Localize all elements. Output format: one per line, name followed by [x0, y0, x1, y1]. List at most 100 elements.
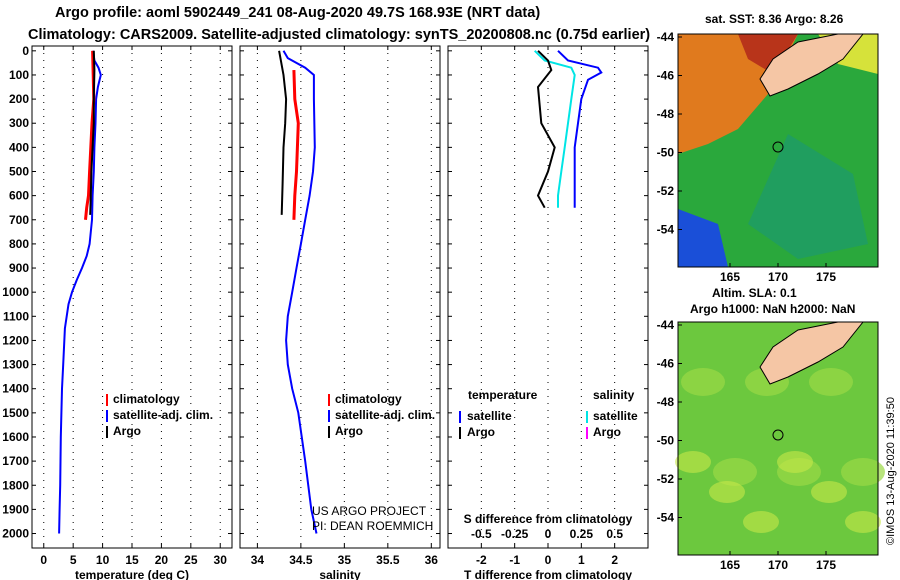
- legend-label: satellite: [467, 409, 512, 423]
- sst-cold-region: [678, 209, 728, 267]
- plot-frame-salinity: [239, 45, 441, 549]
- legend-label: Argo: [467, 425, 495, 439]
- sst-y-tick-label: -44: [657, 30, 675, 44]
- sla-y-tick-label: -50: [657, 434, 675, 448]
- sla-y-tick-label: -48: [657, 395, 675, 409]
- legend-label: satellite-adj. clim.: [113, 408, 213, 422]
- sla-blob: [809, 368, 853, 396]
- legend-label: Argo: [113, 424, 141, 438]
- sla-blob: [777, 451, 813, 473]
- series-salinity-satellite-adj-clim-: [282, 50, 318, 534]
- y-tick-label: 200: [9, 92, 29, 106]
- x-tick-label: 34.5: [289, 553, 313, 567]
- sla-x-tick-label: 165: [720, 558, 740, 572]
- y-tick-label: 500: [9, 165, 29, 179]
- top-tick-label: -0.5: [471, 527, 492, 541]
- x-tick-label: 10: [96, 553, 110, 567]
- x-axis-label: temperature (deg C): [75, 568, 189, 580]
- series-difference-salinity-satellite: [534, 50, 576, 208]
- y-tick-label: 100: [9, 68, 29, 82]
- series-salinity-argo: [278, 50, 288, 215]
- sla-blob: [681, 368, 725, 396]
- header-line-1: Argo profile: aoml 5902449_241 08-Aug-20…: [55, 5, 541, 21]
- top-tick-label: 0.5: [606, 527, 623, 541]
- y-tick-label: 700: [9, 213, 29, 227]
- sla-blob: [841, 458, 885, 486]
- x-tick-label: 0: [545, 553, 552, 567]
- x-tick-label: 20: [155, 553, 169, 567]
- sla-blob: [709, 481, 745, 503]
- sla-x-tick-label: 175: [816, 558, 836, 572]
- y-tick-label: 600: [9, 189, 29, 203]
- sst-x-tick-label: 170: [768, 270, 788, 284]
- x-tick-label: 5: [70, 553, 77, 567]
- y-tick-label: 1100: [3, 309, 29, 323]
- sst-x-tick-label: 165: [720, 270, 740, 284]
- legend-label: satellite: [593, 409, 638, 423]
- x-tick-label: 35.5: [376, 553, 400, 567]
- sla-blob: [743, 511, 779, 533]
- series-difference-temperature-satellite: [557, 50, 603, 208]
- y-tick-label: 800: [9, 237, 29, 251]
- legend-label: climatology: [335, 392, 402, 406]
- sla-x-tick-label: 170: [768, 558, 788, 572]
- plot-frame-temperature: [31, 45, 233, 549]
- sla-blob: [675, 451, 711, 473]
- watermark: ©IMOS 13-Aug-2020 11:39:50: [885, 397, 897, 545]
- series-salinity-climatology: [292, 70, 300, 220]
- legend-header: temperature: [468, 388, 538, 402]
- series-difference-argo-temperature: [536, 50, 556, 209]
- legend-label: Argo: [593, 425, 621, 439]
- legend-label: Argo: [335, 424, 363, 438]
- sst-argo-location-marker: [772, 141, 784, 153]
- sla-blob: [845, 511, 881, 533]
- sst-y-tick-label: -54: [657, 223, 675, 237]
- sst-land-mass: [759, 33, 865, 97]
- top-tick-label: 0: [545, 527, 552, 541]
- y-tick-label: 1300: [2, 358, 29, 372]
- sst-cool-region: [748, 134, 868, 259]
- sst-y-tick-label: -46: [657, 69, 675, 83]
- legend-label: satellite-adj. clim.: [335, 408, 435, 422]
- y-tick-label: 300: [9, 116, 29, 130]
- sla-map-title-2: Argo h1000: NaN h2000: NaN: [690, 302, 856, 316]
- top-tick-label: 0.25: [570, 527, 594, 541]
- x-tick-label: 34: [251, 553, 265, 567]
- sla-blob: [713, 458, 757, 486]
- x-tick-label: 2: [611, 553, 618, 567]
- credit-line-2: PI: DEAN ROEMMICH: [312, 519, 434, 533]
- y-tick-label: 2000: [2, 527, 29, 541]
- sla-land-mass: [759, 321, 865, 385]
- sst-y-tick-label: -50: [657, 146, 675, 160]
- y-tick-label: 0: [22, 44, 29, 58]
- sst-hot-region: [738, 34, 798, 74]
- x-tick-label: 30: [214, 553, 228, 567]
- sst-x-tick-label: 175: [816, 270, 836, 284]
- sla-y-tick-label: -46: [657, 357, 675, 371]
- x-tick-label: 0: [40, 553, 47, 567]
- series-temperature-satellite-adj-clim-: [58, 50, 102, 534]
- x-tick-label: 35: [338, 553, 352, 567]
- x-tick-label: 1: [578, 553, 585, 567]
- series-temperature-argo: [89, 50, 96, 215]
- legend-label: climatology: [113, 392, 180, 406]
- x-axis-label: salinity: [319, 568, 361, 580]
- sst-y-tick-label: -52: [657, 184, 675, 198]
- sla-blob: [811, 481, 847, 503]
- legend-header: salinity: [593, 388, 635, 402]
- y-tick-label: 1700: [2, 454, 29, 468]
- sla-y-tick-label: -54: [657, 511, 675, 525]
- sla-y-tick-label: -44: [657, 318, 675, 332]
- sst-y-tick-label: -48: [657, 107, 675, 121]
- y-tick-label: 1400: [2, 382, 29, 396]
- y-tick-label: 1200: [2, 333, 29, 347]
- sst-map-title: sat. SST: 8.36 Argo: 8.26: [705, 12, 844, 26]
- y-tick-label: 1800: [2, 478, 29, 492]
- y-tick-label: 900: [9, 261, 29, 275]
- x-axis-label: T difference from climatology: [464, 568, 632, 580]
- top-axis-label: S difference from climatology: [464, 512, 633, 526]
- x-tick-label: -1: [509, 553, 520, 567]
- sst-map: [677, 33, 879, 268]
- y-tick-label: 1600: [2, 430, 29, 444]
